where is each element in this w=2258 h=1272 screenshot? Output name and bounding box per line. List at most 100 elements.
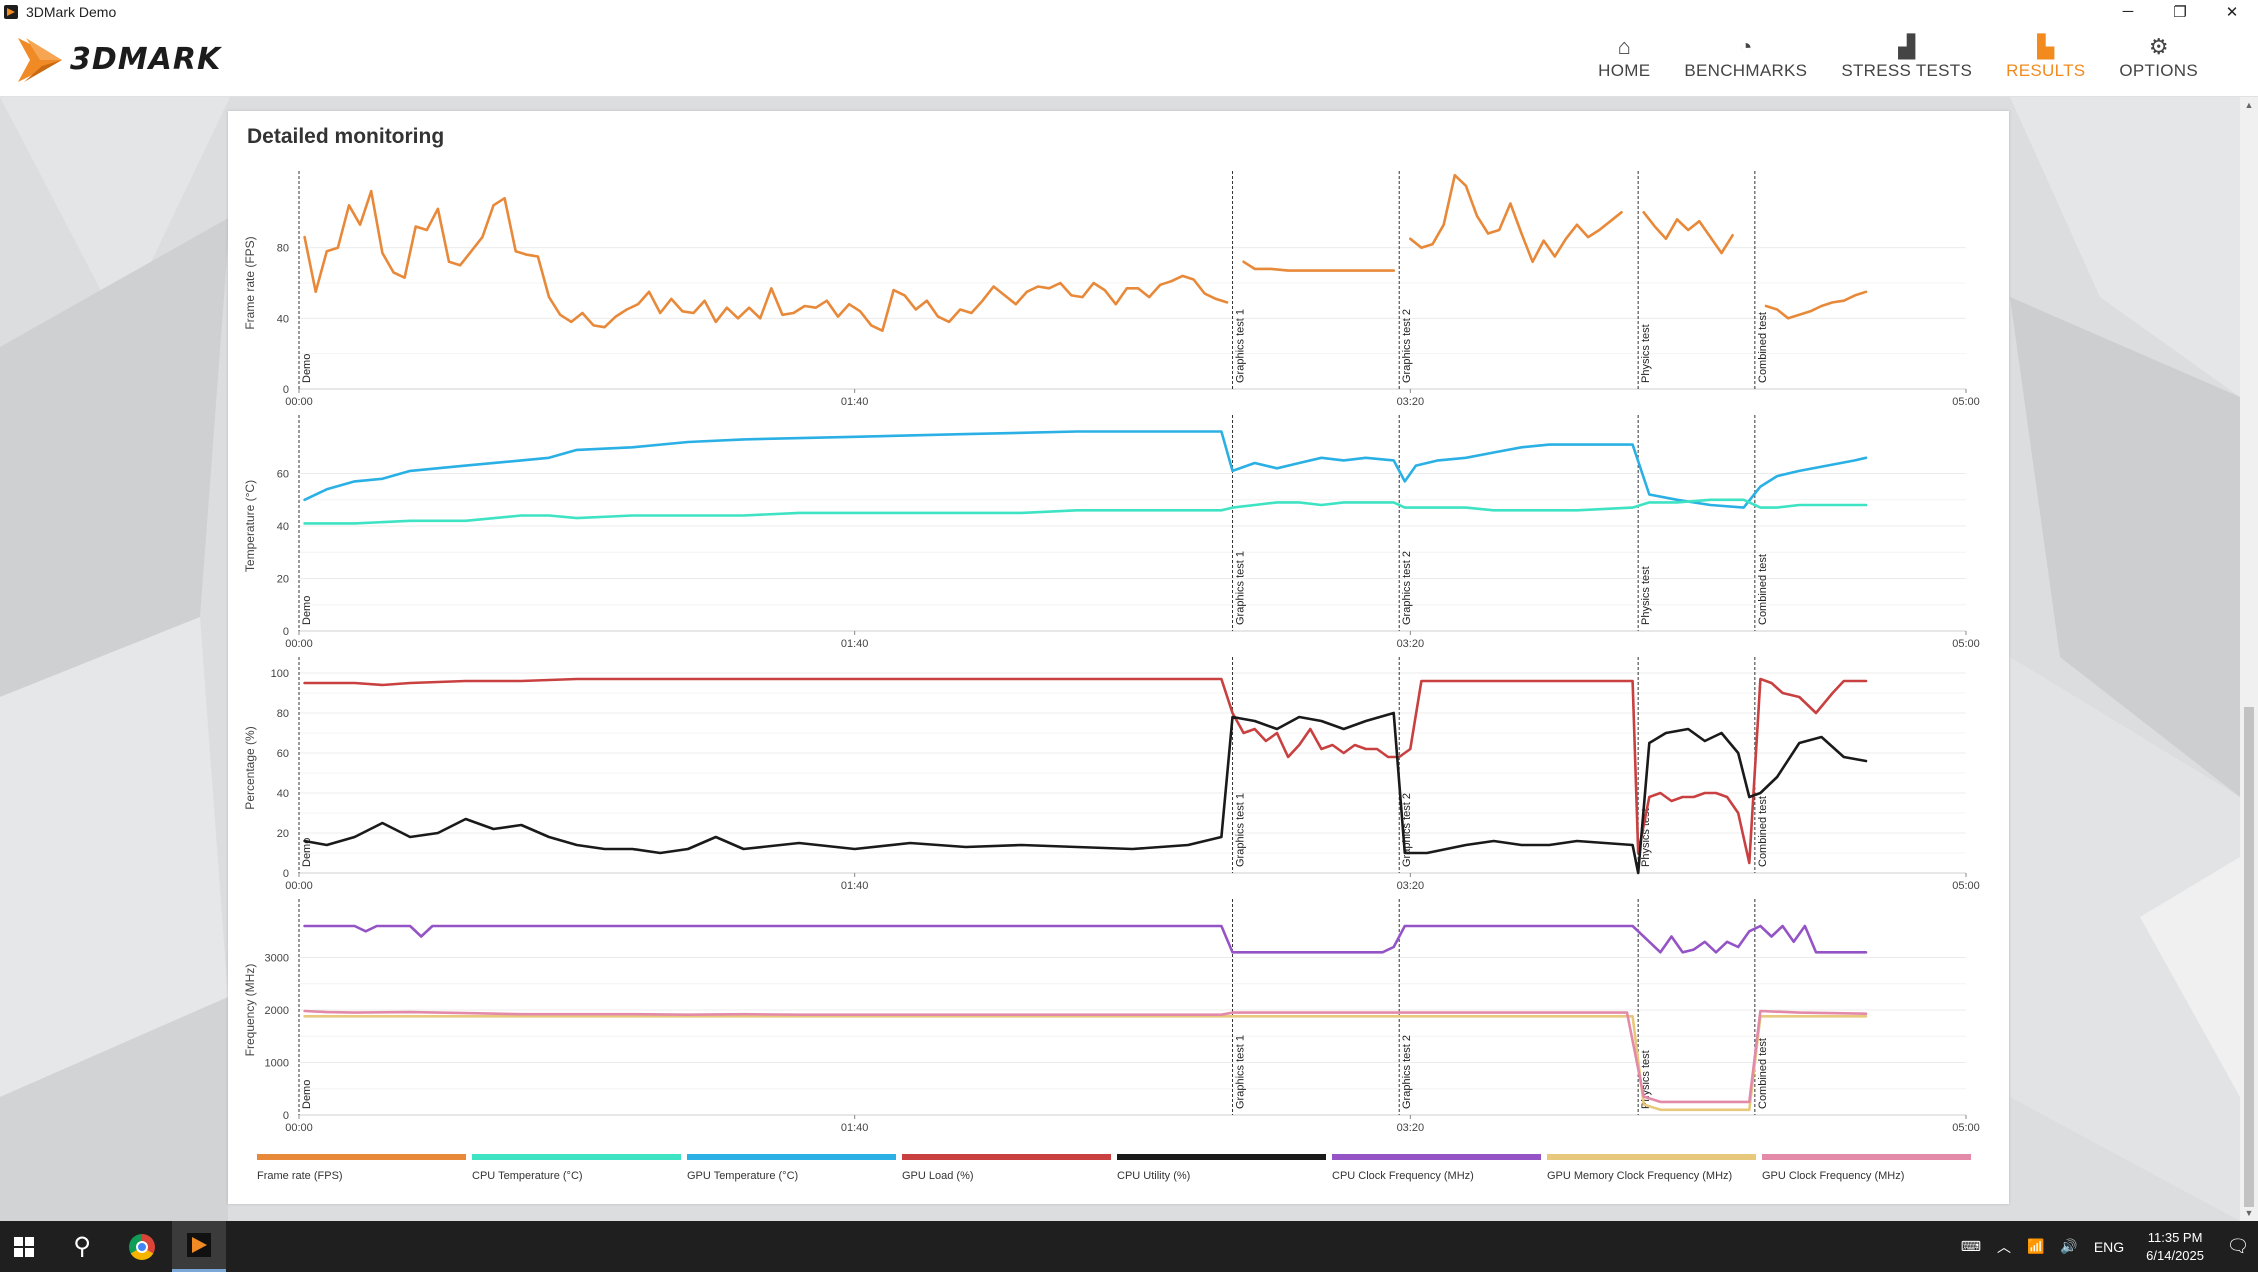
3dmark-logo[interactable]: 3DMARK (16, 31, 221, 87)
chart-legend: Frame rate (FPS) CPU Temperature (°C) GPU … (257, 1154, 1977, 1182)
chart-panel-3: 0 20 40 60 80 100 00:00 01:40 03:20 05:00 Percenta… (243, 657, 1980, 892)
nav-home[interactable]: ⌂ HOME (1598, 23, 1650, 97)
test-marker-label: Combined test (1757, 554, 1769, 625)
legend-item[interactable]: CPU Clock Frequency (MHz) (1332, 1154, 1547, 1182)
taskbar-clock[interactable]: 11:35 PM 6/14/2025 (2146, 1229, 2204, 1265)
legend-item[interactable]: GPU Temperature (°C) (687, 1154, 902, 1182)
chart-panel-4: 0 1000 2000 3000 00:00 01:40 03:20 05:00 Frequen… (243, 899, 1980, 1134)
search-icon[interactable]: ⚲ (73, 1233, 91, 1260)
test-marker-label: Demo (301, 838, 313, 867)
x-tick-label: 01:40 (841, 880, 869, 892)
test-marker-label: Combined test (1757, 1038, 1769, 1109)
y-tick-label: 2000 (265, 1005, 289, 1017)
test-marker-label: Combined test (1757, 312, 1769, 383)
legend-label: Frame rate (FPS) (257, 1170, 343, 1182)
chart-panel-2: 0 20 40 60 00:00 01:40 03:20 05:00 Temperature (… (243, 415, 1980, 650)
nav-label: OPTIONS (2119, 61, 2198, 80)
3dmark-app-icon (4, 4, 18, 19)
series-line (1642, 211, 1734, 255)
series-line (1409, 173, 1623, 264)
nav-benchmarks[interactable]: ◔ BENCHMARKS (1684, 23, 1807, 97)
test-marker-label: Graphics test 2 (1401, 1035, 1413, 1109)
home-icon: ⌂ (1617, 34, 1631, 59)
chrome-taskbar-button[interactable] (118, 1221, 166, 1272)
legend-label: GPU Clock Frequency (MHz) (1762, 1170, 1905, 1182)
y-tick-label: 20 (277, 828, 289, 840)
test-marker-label: Graphics test 2 (1401, 551, 1413, 625)
series-line (303, 498, 1868, 525)
x-tick-label: 01:40 (841, 1122, 869, 1134)
legend-item[interactable]: GPU Clock Frequency (MHz) (1762, 1154, 1977, 1182)
x-tick-label: 00:00 (285, 880, 313, 892)
restore-button[interactable]: ❐ (2173, 3, 2187, 21)
legend-label: GPU Load (%) (902, 1170, 974, 1182)
x-tick-label: 00:00 (285, 396, 313, 408)
chrome-icon (129, 1233, 155, 1260)
test-marker-label: Graphics test 1 (1235, 793, 1247, 867)
y-tick-label: 0 (283, 626, 289, 638)
legend-swatch (902, 1154, 1111, 1160)
clock-date: 6/14/2025 (2146, 1247, 2204, 1263)
scroll-up-arrow-icon[interactable]: ▲ (2244, 100, 2254, 110)
close-button[interactable]: ✕ (2225, 3, 2239, 21)
show-hidden-icons-chevron-icon[interactable]: ︿ (1996, 1238, 2011, 1255)
legend-swatch (472, 1154, 681, 1160)
wifi-icon[interactable]: 📶 (2026, 1238, 2045, 1254)
x-tick-label: 03:20 (1397, 880, 1425, 892)
app-header: 3DMARK ⌂ HOME ◔ BENCHMARKS ▟ STRESS TESTS ▙ RES… (0, 23, 2258, 97)
y-tick-label: 60 (277, 469, 289, 481)
legend-item[interactable]: GPU Memory Clock Frequency (MHz) (1547, 1154, 1762, 1182)
logo-text: 3DMARK (70, 41, 222, 77)
input-language[interactable]: ENG (2093, 1238, 2125, 1255)
y-tick-label: 40 (277, 788, 289, 800)
nav-label: BENCHMARKS (1684, 61, 1808, 80)
nav-options[interactable]: ⚙ OPTIONS (2119, 23, 2198, 97)
test-marker-label: Combined test (1757, 796, 1769, 867)
y-tick-label: 20 (277, 574, 289, 586)
y-tick-label: 0 (283, 1110, 289, 1122)
scrollbar-thumb[interactable] (2244, 707, 2254, 1207)
volume-icon[interactable]: 🔊 (2060, 1238, 2078, 1254)
x-tick-label: 05:00 (1952, 880, 1980, 892)
legend-swatch (1762, 1154, 1971, 1160)
nav-label: STRESS TESTS (1841, 61, 1973, 80)
legend-label: GPU Memory Clock Frequency (MHz) (1547, 1170, 1733, 1182)
nav-stress-tests[interactable]: ▟ STRESS TESTS (1841, 23, 1972, 97)
detailed-monitoring-card: 0 40 80 00:00 01:40 03:20 05:00 Frame rate (FPS… (228, 111, 2009, 1204)
x-tick-label: 05:00 (1952, 1122, 1980, 1134)
nav-results[interactable]: ▙ RESULTS (2006, 23, 2085, 97)
notification-center-icon[interactable]: 🗨 (2226, 1236, 2250, 1256)
legend-swatch (1547, 1154, 1756, 1160)
y-axis-label: Percentage (%) (243, 726, 257, 809)
start-button[interactable] (0, 1221, 48, 1272)
legend-item[interactable]: CPU Utility (%) (1117, 1154, 1332, 1182)
test-marker-label: Physics test (1640, 324, 1652, 383)
x-tick-label: 05:00 (1952, 396, 1980, 408)
vertical-scrollbar[interactable]: ▲ ▼ (2240, 97, 2258, 1221)
y-tick-label: 1000 (265, 1058, 289, 1070)
window-title: 3DMark Demo (26, 3, 117, 20)
scroll-down-arrow-icon[interactable]: ▼ (2244, 1208, 2254, 1218)
y-tick-label: 60 (277, 748, 289, 760)
legend-item[interactable]: CPU Temperature (°C) (472, 1154, 687, 1182)
series-line (1242, 260, 1395, 272)
legend-label: CPU Temperature (°C) (472, 1170, 583, 1182)
x-tick-label: 01:40 (841, 638, 869, 650)
y-tick-label: 40 (277, 521, 289, 533)
window-controls: ─ ❐ ✕ (2102, 0, 2258, 23)
gear-icon: ⚙ (2148, 34, 2169, 59)
x-tick-label: 03:20 (1397, 396, 1425, 408)
3dmark-taskbar-button[interactable] (172, 1221, 226, 1272)
test-marker-label: Physics test (1640, 566, 1652, 625)
touch-keyboard-icon[interactable]: ⌨ (1960, 1238, 1981, 1254)
series-line (303, 189, 1229, 332)
legend-item[interactable]: Frame rate (FPS) (257, 1154, 472, 1182)
series-line (303, 924, 1868, 954)
minimize-button[interactable]: ─ (2122, 3, 2134, 20)
legend-item[interactable]: GPU Load (%) (902, 1154, 1117, 1182)
bar-chart-icon: ▟ (1898, 34, 1916, 59)
window-title-bar: 3DMark Demo ─ ❐ ✕ (0, 0, 2258, 23)
y-axis-label: Temperature (°C) (243, 480, 257, 572)
test-marker-label: Graphics test 1 (1235, 551, 1247, 625)
card-title: Detailed monitoring (247, 125, 445, 148)
